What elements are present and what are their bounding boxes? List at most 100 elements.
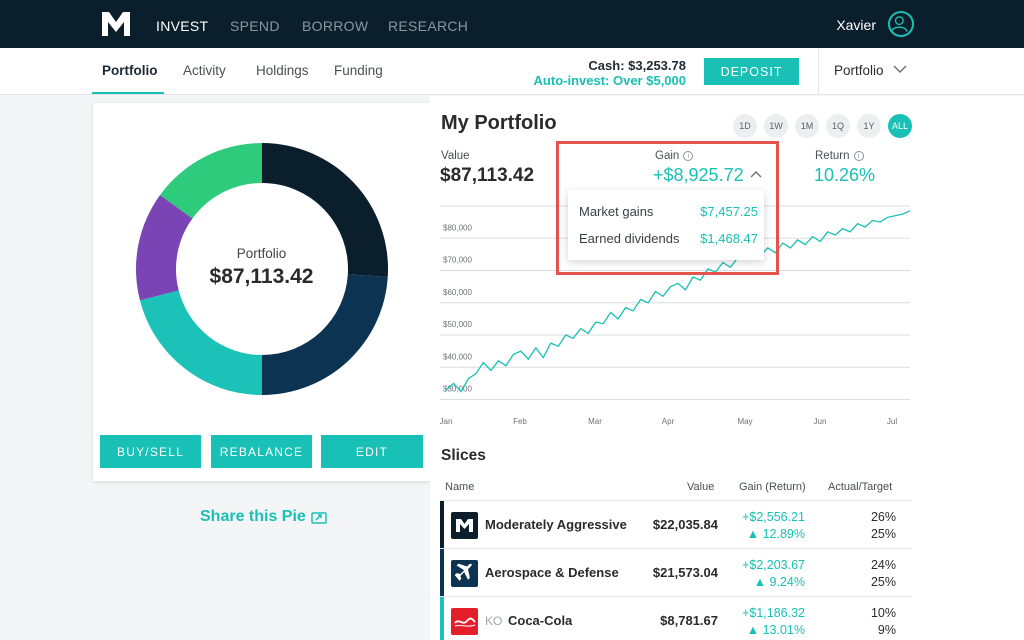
tab-holdings[interactable]: Holdings [256,63,309,78]
slice-target: 9% [877,623,896,637]
info-icon[interactable]: i [683,151,694,161]
slice-name[interactable]: Coca-Cola [508,613,573,628]
donut-center-value: $87,113.42 [209,265,314,288]
y-tick-label: $80,000 [443,223,472,232]
auto-invest-status[interactable]: Auto-invest: Over $5,000 [533,73,686,88]
dividends-value: $1,468.47 [700,231,758,246]
y-tick-label: $50,000 [443,320,472,329]
share-icon[interactable] [311,510,327,524]
header-allocation: Actual/Target [828,481,893,493]
divider [818,48,819,94]
slice-name[interactable]: Aerospace & Defense [485,565,619,580]
gain-breakdown-tooltip: Market gains $7,457.25 Earned dividends … [568,190,764,260]
slice-value: $8,781.67 [660,613,718,628]
row-color-bar [440,501,444,548]
header-name: Name [445,481,475,493]
x-tick-label: Mar [588,417,602,426]
highlight-box [556,141,779,275]
y-tick-label: $30,000 [443,385,472,394]
x-tick-label: Feb [513,417,527,426]
donut-slice[interactable] [136,194,193,301]
y-tick-label: $40,000 [443,352,472,361]
edit-button[interactable]: EDIT [321,435,423,468]
tab-funding[interactable]: Funding [334,63,383,78]
airplane-icon [451,560,478,587]
donut-center-label: Portfolio [236,246,287,261]
donut-slice[interactable] [262,143,388,277]
portfolio-donut-chart[interactable] [136,143,388,395]
table-row[interactable]: Moderately Aggressive $22,035.84 +$2,556… [440,501,912,549]
deposit-button[interactable]: DEPOSIT [704,58,799,85]
return-label-text: Return [815,150,850,162]
m1-logo-icon [451,512,478,539]
chevron-up-icon[interactable] [750,170,762,178]
chevron-down-icon[interactable] [893,64,907,74]
nav-borrow[interactable]: BORROW [302,18,369,34]
y-tick-label: $70,000 [443,256,472,265]
user-avatar-icon[interactable] [888,11,914,37]
slice-target: 25% [870,575,896,589]
tab-activity[interactable]: Activity [183,63,226,78]
slices-title: Slices [441,447,486,464]
donut-slice[interactable] [160,143,262,219]
slice-gain: +$1,186.32 [742,606,805,620]
slice-actual: 10% [870,606,896,620]
nav-research[interactable]: RESEARCH [388,18,469,34]
portfolio-gain[interactable]: +$8,925.72 [653,165,744,185]
range-1d-button[interactable]: 1D [733,114,757,138]
divider [440,500,912,501]
active-tab-indicator [92,92,164,94]
user-name[interactable]: Xavier [836,17,876,33]
range-all-button[interactable]: ALL [888,114,912,138]
sub-navigation: Portfolio Activity Holdings Funding Cash… [0,48,1024,95]
x-tick-label: Apr [662,417,675,426]
rebalance-button[interactable]: REBALANCE [211,435,312,468]
coca-cola-logo-icon [451,608,478,635]
share-pie-link[interactable]: Share this Pie [200,508,306,525]
slice-gain: +$2,203.67 [742,558,805,572]
row-color-bar [440,549,444,596]
y-tick-label: $60,000 [443,288,472,297]
nav-invest[interactable]: INVEST [156,18,209,34]
top-navigation: INVEST SPEND BORROW RESEARCH Xavier [0,0,1024,48]
gain-label: Gain i [655,150,694,162]
divider [440,548,912,549]
buy-sell-button[interactable]: BUY/SELL [100,435,201,468]
slice-target: 25% [870,527,896,541]
slice-name[interactable]: Moderately Aggressive [485,517,627,532]
slice-value: $22,035.84 [652,517,718,532]
x-tick-label: Jun [814,417,827,426]
portfolio-panel [430,96,1024,640]
slice-actual: 26% [870,510,896,524]
tab-portfolio[interactable]: Portfolio [102,63,158,78]
series-line [445,210,911,393]
value-label: Value [441,150,470,162]
return-label: Return i [815,150,864,162]
market-gains-value: $7,457.25 [700,204,758,219]
range-1m-button[interactable]: 1M [795,114,819,138]
x-tick-label: Jan [440,417,452,426]
m1-logo-icon[interactable] [102,12,130,36]
nav-spend[interactable]: SPEND [230,18,280,34]
range-1y-button[interactable]: 1Y [857,114,881,138]
cash-balance: Cash: $3,253.78 [588,58,686,73]
slice-ticker: KO [485,614,503,628]
slice-return: ▲ 12.89% [746,527,805,541]
portfolio-dropdown[interactable]: Portfolio [834,63,884,78]
table-row[interactable]: Aerospace & Defense $21,573.04 +$2,203.6… [440,549,912,597]
slice-gain: +$2,556.21 [742,510,805,524]
table-row[interactable]: KO Coca-Cola $8,781.67 +$1,186.32 ▲ 13.0… [440,597,912,640]
row-color-bar [440,597,444,640]
market-gains-label: Market gains [579,204,654,219]
info-icon[interactable]: i [853,151,864,161]
x-tick-label: Jul [887,417,897,426]
donut-slice[interactable] [262,274,388,395]
donut-slice[interactable] [139,290,262,395]
gain-label-text: Gain [655,150,680,162]
slice-return: ▲ 9.24% [753,575,805,589]
header-gain: Gain (Return) [739,481,806,493]
range-1w-button[interactable]: 1W [764,114,788,138]
slice-actual: 24% [870,558,896,572]
range-1q-button[interactable]: 1Q [826,114,850,138]
pie-card: Portfolio $87,113.42 BUY/SELL REBALANCE … [93,103,430,481]
